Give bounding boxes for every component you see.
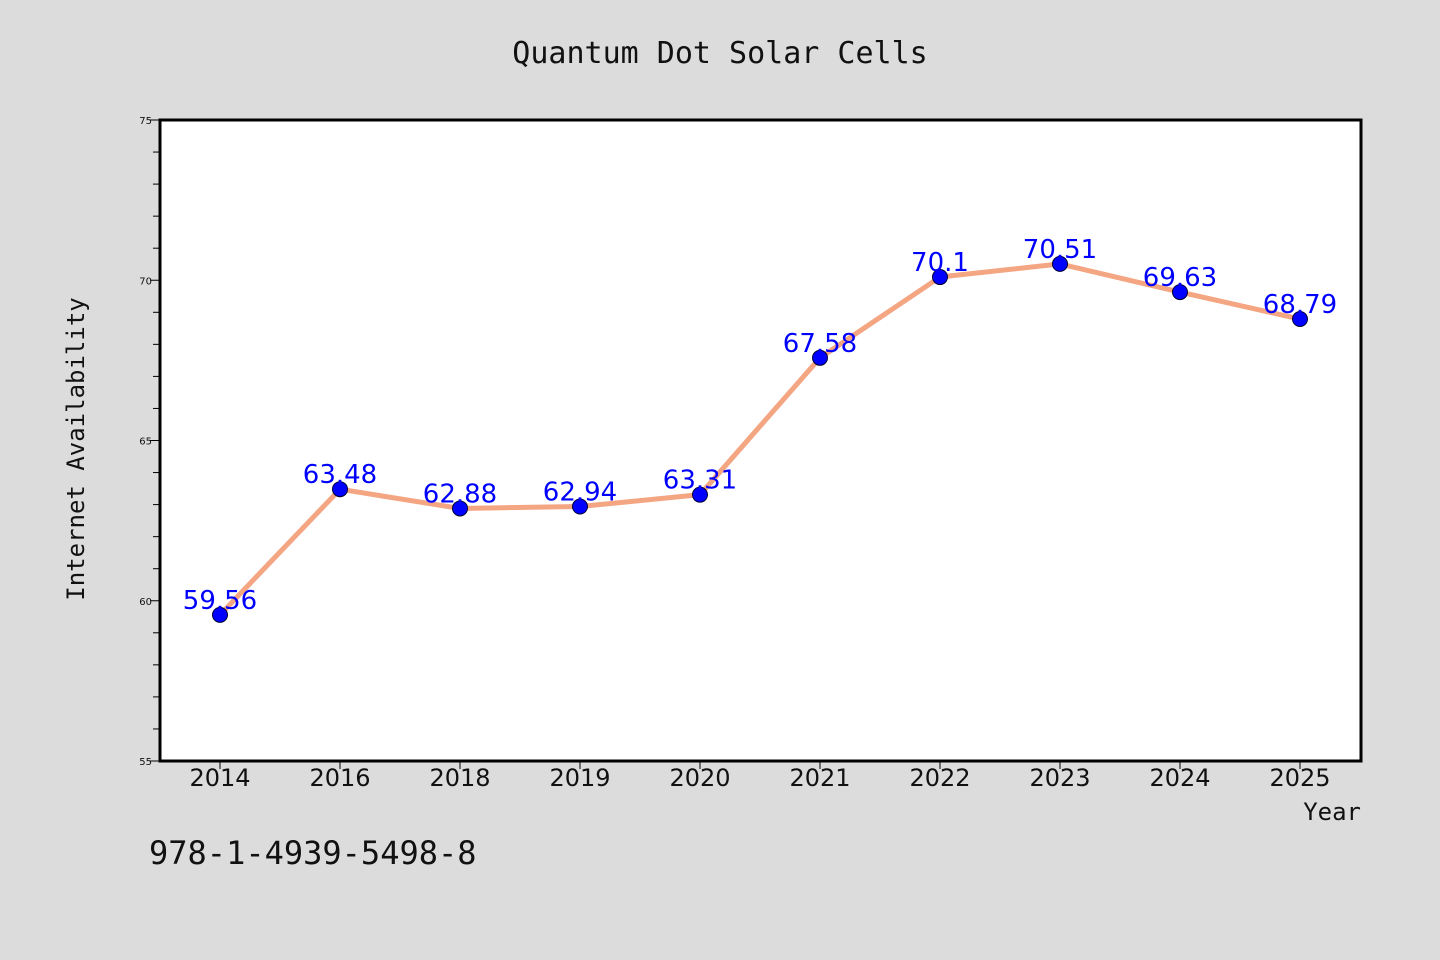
plot-frame xyxy=(158,118,1363,763)
y-tick-label: 55 xyxy=(139,757,152,768)
data-label: 59.56 xyxy=(183,586,257,616)
data-point xyxy=(452,500,468,517)
data-label: 62.88 xyxy=(423,479,497,509)
y-axis-ticks: 55 60 65 70 75 xyxy=(139,116,160,768)
x-tick-label: 2024 xyxy=(1149,764,1210,792)
data-label: 69.63 xyxy=(1143,263,1217,293)
data-point xyxy=(812,349,828,366)
series-layer: 59.56 63.48 62.88 62.94 63.31 67.58 70.1 70.51 6… xyxy=(183,235,1337,623)
data-point xyxy=(932,269,948,286)
x-tick-label: 2018 xyxy=(429,764,490,792)
data-point xyxy=(332,481,348,498)
x-tick-label: 2016 xyxy=(309,764,370,792)
data-point xyxy=(572,498,588,515)
data-label: 70.1 xyxy=(911,248,969,278)
data-point xyxy=(1172,284,1188,301)
data-label: 68.79 xyxy=(1263,290,1337,320)
data-point xyxy=(1052,255,1068,272)
x-tick-label: 2020 xyxy=(669,764,730,792)
data-label: 62.94 xyxy=(543,478,617,508)
x-tick-label: 2023 xyxy=(1029,764,1090,792)
data-point xyxy=(212,606,228,623)
data-label: 63.31 xyxy=(663,466,737,496)
x-tick-label: 2019 xyxy=(549,764,610,792)
chart-title: Quantum Dot Solar Cells xyxy=(512,36,927,71)
y-tick-label: 75 xyxy=(139,116,152,127)
x-axis-label: Year xyxy=(1303,798,1361,826)
plot-area xyxy=(160,120,1361,761)
data-label: 63.48 xyxy=(303,460,377,490)
y-tick-label: 65 xyxy=(139,437,152,448)
y-axis-label: Internet Availability xyxy=(62,297,90,600)
x-tick-label: 2025 xyxy=(1269,764,1330,792)
isbn-footnote: 978-1-4939-5498-8 xyxy=(149,834,477,872)
y-tick-label: 60 xyxy=(139,597,152,608)
x-axis-ticks: 2014 2016 2018 2019 2020 2021 2022 2023 2024 2025 xyxy=(189,761,1331,792)
y-tick-label: 70 xyxy=(139,276,152,287)
data-point xyxy=(1292,311,1308,328)
series-line xyxy=(217,261,1303,618)
x-tick-label: 2014 xyxy=(189,764,250,792)
x-tick-label: 2022 xyxy=(909,764,970,792)
x-tick-label: 2021 xyxy=(789,764,850,792)
data-label: 70.51 xyxy=(1023,235,1097,265)
data-point xyxy=(692,486,708,503)
data-label: 67.58 xyxy=(783,329,857,359)
